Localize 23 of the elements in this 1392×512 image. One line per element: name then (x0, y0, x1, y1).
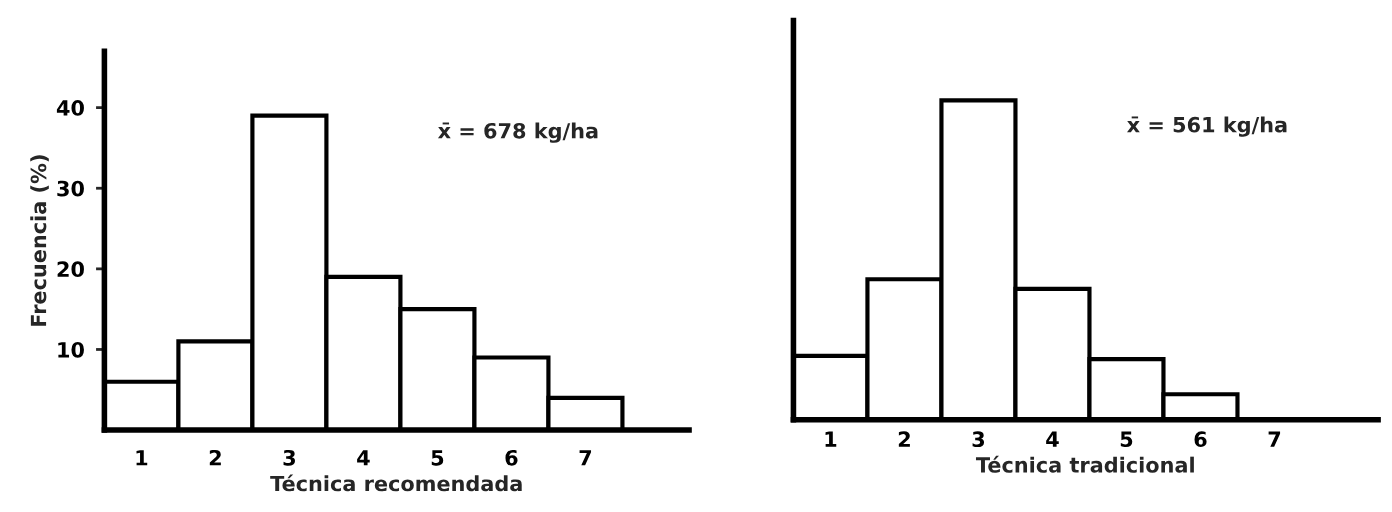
x-tick-label: 2 (209, 449, 221, 466)
x-axis-title: Técnica tradicional (975, 455, 1194, 473)
x-tick-label: 3 (972, 431, 985, 448)
x-tick-label: 6 (505, 449, 518, 466)
x-tick-label: 4 (1046, 431, 1059, 447)
annotation: x̄ = 561 kg/ha (1127, 116, 1287, 137)
y-tick-label: 10 (58, 341, 84, 358)
x-tick-label: 4 (357, 450, 370, 466)
x-tick-label: 7 (579, 450, 592, 466)
x-tick-label: 5 (431, 450, 444, 466)
x-tick-label: 6 (1194, 431, 1207, 448)
annotation: x̄ = 678 kg/ha (437, 122, 598, 143)
x-tick-label: 1 (136, 450, 148, 466)
x-tick-label: 1 (825, 431, 837, 447)
x-tick-label: 7 (1268, 431, 1281, 447)
x-tick-label: 2 (898, 431, 910, 447)
x-tick-label: 5 (1120, 431, 1133, 448)
x-axis-title: Técnica recomendada (270, 474, 522, 492)
x-tick-label: 3 (283, 449, 295, 466)
y-axis-title: Frecuencia (%) (30, 155, 49, 326)
y-tick-label: 20 (57, 261, 84, 278)
y-tick-label: 40 (56, 100, 84, 116)
y-tick-label: 30 (57, 180, 84, 197)
